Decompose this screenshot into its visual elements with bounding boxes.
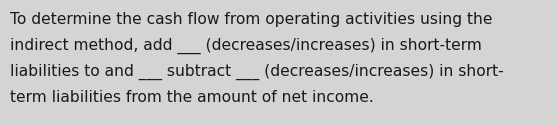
Text: indirect method, add ___ (decreases/increases) in short-term: indirect method, add ___ (decreases/incr…: [10, 38, 482, 54]
Text: To determine the cash flow from operating activities using the: To determine the cash flow from operatin…: [10, 12, 493, 27]
Text: term liabilities from the amount of net income.: term liabilities from the amount of net …: [10, 90, 374, 105]
Text: liabilities to and ___ subtract ___ (decreases/increases) in short-: liabilities to and ___ subtract ___ (dec…: [10, 64, 504, 80]
